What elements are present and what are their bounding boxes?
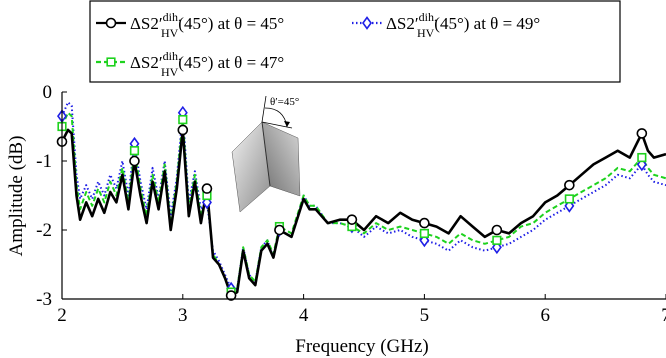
x-tick-label: 7	[661, 305, 666, 326]
legend-entry-3: ΔS2′dih. HV(45°) at θ = 47°	[96, 49, 284, 79]
series-marker-1	[419, 217, 430, 229]
series-marker-1	[129, 155, 140, 167]
legend-entry-2: ΔS2′dih. HV(45°) at θ = 49°	[352, 10, 540, 40]
series-marker-3	[178, 115, 188, 125]
series-marker-1	[636, 128, 648, 139]
x-tick-label: 3	[178, 305, 188, 326]
series-line-1	[62, 128, 666, 297]
series-line-3	[62, 111, 666, 294]
series-marker-1	[564, 179, 575, 191]
series-marker-1	[225, 290, 237, 301]
dihedral-fold-edge	[261, 121, 271, 187]
y-tick-label: 0	[43, 82, 53, 103]
x-tick-label: 5	[420, 305, 430, 326]
series-marker-3	[419, 228, 430, 239]
plot-area: 2 3 4 5 6 7 0 -1 -2 -3	[36, 82, 666, 326]
legend-entry-1: ΔS2′dih. HV(45°) at θ = 45°	[96, 10, 284, 40]
series-marker-1	[346, 214, 358, 225]
series-marker-1	[201, 183, 213, 194]
inset-dihedral: θ′=45°	[231, 95, 301, 213]
inset-annotation-label: θ′=45°	[270, 96, 299, 108]
series-marker-1	[274, 224, 285, 236]
angle-ref-line	[261, 95, 267, 123]
x-tick-label: 2	[57, 305, 67, 326]
y-tick-label: -1	[36, 151, 52, 172]
legend-label: ΔS2′dih. HV(45°) at θ = 45°	[130, 10, 284, 40]
series-marker-3	[637, 152, 647, 163]
series-marker-3	[129, 146, 140, 156]
x-axis-title: Frequency (GHz)	[295, 336, 428, 357]
legend-marker	[106, 57, 116, 67]
legend: ΔS2′dih. HV(45°) at θ = 45° ΔS2′dih. HV(45°…	[89, 0, 621, 83]
legend-label: ΔS2′dih. HV(45°) at θ = 49°	[386, 10, 540, 40]
angle-arrow	[284, 121, 290, 127]
series-line-2	[62, 101, 666, 290]
series-marker-3	[492, 235, 502, 245]
series-marker-3	[564, 194, 574, 204]
legend-box	[89, 0, 621, 83]
x-tick-label: 6	[540, 305, 550, 326]
legend-marker	[362, 16, 372, 30]
y-tick-label: -2	[36, 220, 52, 241]
angle-arc	[264, 107, 288, 128]
series-marker-1	[177, 124, 189, 136]
series-marker-1	[491, 224, 503, 236]
x-tick-label: 4	[299, 305, 309, 326]
legend-label: ΔS2′dih. HV(45°) at θ = 47°	[130, 49, 284, 79]
y-axis-title: Amplitude (dB)	[6, 136, 27, 257]
legend-marker	[105, 17, 117, 29]
y-tick-label: -3	[36, 289, 52, 310]
